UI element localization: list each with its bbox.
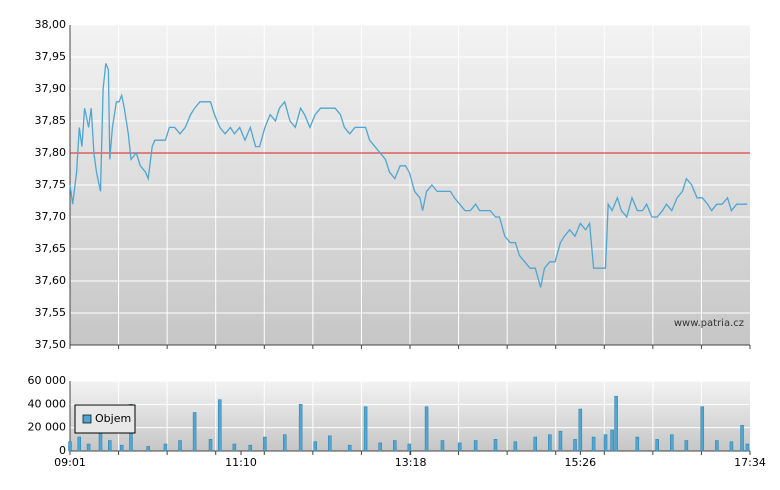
volume-bar — [715, 440, 719, 452]
volume-bar — [328, 435, 332, 452]
volume-bar — [440, 440, 445, 452]
volume-bar — [558, 430, 563, 452]
y-tick-label: 37,60 — [35, 274, 67, 287]
volume-bar — [493, 439, 498, 452]
y-tick-label: 37,55 — [35, 306, 67, 319]
volume-bar — [363, 406, 368, 452]
volume-bar — [700, 406, 705, 452]
volume-bar — [533, 436, 538, 452]
y-tick-label: 37,70 — [35, 210, 67, 223]
volume-bar — [77, 436, 82, 452]
volume-bar — [591, 436, 596, 452]
volume-bar — [578, 408, 583, 452]
volume-bar — [729, 441, 734, 452]
volume-bar — [548, 434, 552, 452]
volume-bar — [248, 444, 253, 452]
legend-label: Objem — [95, 412, 131, 425]
y-tick-label: 37,75 — [35, 178, 67, 191]
volume-bar — [635, 436, 640, 452]
x-tick-label: 13:18 — [395, 456, 427, 469]
volume-bar — [119, 444, 124, 452]
volume-bar — [603, 434, 608, 452]
y-tick-label: 0 — [59, 444, 66, 457]
y-tick-label: 38,00 — [35, 18, 67, 31]
volume-bar — [473, 440, 478, 452]
volume-bar — [86, 443, 91, 452]
x-tick-label: 11:10 — [225, 456, 257, 469]
y-tick-label: 37,50 — [35, 338, 67, 351]
volume-bar — [670, 434, 674, 452]
watermark: www.patria.cz — [674, 318, 744, 329]
volume-bar — [610, 429, 614, 452]
volume-bar — [146, 446, 150, 452]
legend-swatch — [82, 414, 92, 424]
volume-bar — [208, 439, 213, 452]
y-tick-label: 37,90 — [35, 82, 67, 95]
volume-bar — [457, 442, 462, 452]
price-line — [69, 63, 748, 288]
volume-bar — [68, 441, 72, 452]
y-tick-label: 60 000 — [28, 374, 67, 387]
volume-bar — [393, 440, 397, 452]
volume-bar — [614, 395, 618, 452]
volume-bar — [655, 439, 659, 452]
volume-bar — [424, 406, 429, 452]
volume-bar — [263, 436, 267, 452]
volume-bar — [232, 443, 237, 452]
y-tick-label: 37,95 — [35, 50, 67, 63]
volume-bar — [745, 443, 750, 452]
x-tick-label: 17:34 — [734, 456, 766, 469]
volume-bar — [218, 399, 222, 452]
y-tick-label: 20 000 — [28, 421, 67, 434]
y-tick-label: 37,80 — [35, 146, 67, 159]
volume-bar — [378, 442, 382, 452]
x-tick-label: 09:01 — [54, 456, 86, 469]
x-tick-label: 15:26 — [564, 456, 596, 469]
y-tick-label: 37,85 — [35, 114, 67, 127]
volume-bar — [313, 441, 317, 452]
volume-bar — [684, 440, 689, 452]
volume-bar — [282, 434, 287, 452]
volume-bar — [192, 412, 197, 452]
volume-bar — [513, 441, 518, 452]
volume-bar — [347, 444, 352, 452]
volume-bar — [178, 440, 182, 452]
volume-bar — [108, 440, 112, 452]
y-tick-label: 40 000 — [28, 397, 67, 410]
volume-bar — [740, 425, 744, 452]
volume-bar — [407, 443, 412, 452]
volume-bar — [163, 443, 168, 452]
volume-bar — [573, 439, 577, 452]
volume-bar — [298, 404, 303, 452]
y-tick-label: 37,65 — [35, 242, 67, 255]
